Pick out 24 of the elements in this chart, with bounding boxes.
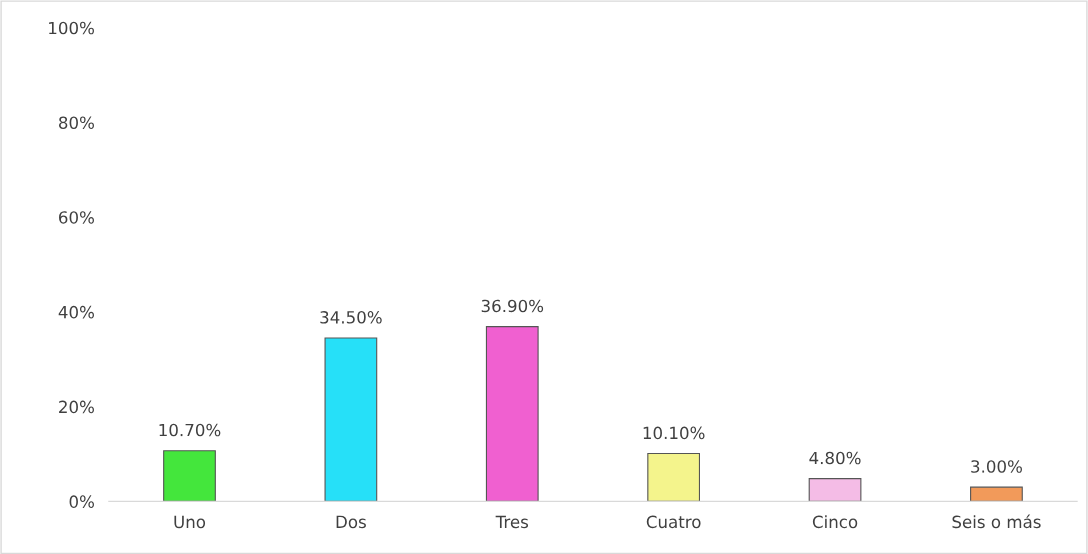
x-tick-label: Uno bbox=[174, 515, 206, 529]
y-tick-label: 100% bbox=[49, 21, 94, 35]
y-tick-label: 80% bbox=[59, 116, 94, 129]
data-label: 34.50% bbox=[320, 311, 382, 324]
y-tick-label: 0% bbox=[69, 495, 94, 508]
data-label: 10.10% bbox=[643, 426, 705, 440]
y-tick-label: 20% bbox=[59, 400, 94, 414]
bar bbox=[647, 452, 701, 502]
x-tick-label: Seis o más bbox=[952, 514, 1041, 529]
bar bbox=[163, 450, 216, 502]
bar bbox=[970, 486, 1023, 502]
data-label: 36.90% bbox=[481, 299, 544, 313]
data-label: 10.70% bbox=[159, 423, 221, 437]
bar bbox=[324, 337, 378, 502]
data-label: 4.80% bbox=[809, 451, 861, 465]
x-tick-label: Dos bbox=[336, 515, 366, 529]
bar bbox=[485, 326, 539, 502]
y-tick-label: 60% bbox=[59, 211, 94, 224]
data-label: 3.00% bbox=[971, 460, 1022, 473]
x-tick-label: Cuatro bbox=[646, 515, 701, 529]
bar bbox=[808, 478, 862, 502]
y-tick-label: 40% bbox=[58, 305, 94, 319]
x-tick-label: Tres bbox=[495, 515, 529, 529]
x-tick-label: Cinco bbox=[812, 515, 858, 529]
